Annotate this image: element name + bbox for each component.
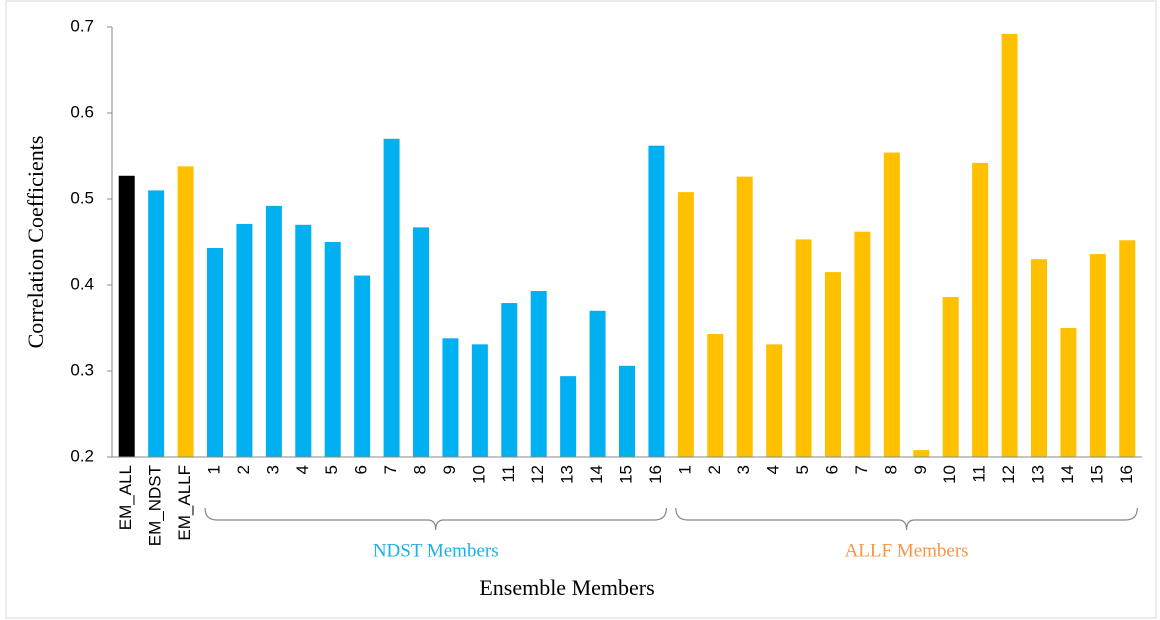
bar	[501, 303, 518, 457]
x-tick-label: 4	[764, 465, 783, 474]
bar	[677, 192, 694, 457]
x-tick-label: 14	[587, 465, 606, 484]
bar	[177, 166, 194, 457]
x-tick-label: 16	[646, 465, 665, 484]
bar	[854, 231, 871, 457]
x-tick-label: 15	[616, 465, 635, 484]
bar	[265, 205, 282, 457]
x-tick-label: 7	[852, 465, 871, 474]
bar	[530, 291, 547, 457]
y-tick-label: 0.5	[70, 188, 94, 207]
group-label: NDST Members	[373, 540, 499, 561]
x-tick-label: 2	[234, 465, 253, 474]
y-tick-label: 0.3	[70, 360, 94, 379]
brace	[675, 507, 1138, 531]
x-axis-title: Ensemble Members	[479, 575, 654, 600]
bar	[1119, 240, 1136, 457]
x-tick-label: EM_ALLF	[175, 465, 194, 541]
x-tick-label: 12	[999, 465, 1018, 484]
bar	[560, 376, 577, 457]
y-tick-label: 0.2	[70, 446, 94, 465]
bar	[648, 145, 665, 457]
bar	[619, 365, 635, 457]
bar	[148, 190, 165, 457]
x-tick-label: 2	[705, 465, 724, 474]
bar	[236, 223, 253, 457]
x-tick-label: EM_ALL	[116, 465, 135, 530]
bar	[442, 338, 459, 457]
bar	[1031, 259, 1047, 457]
bar	[471, 344, 488, 457]
x-tick-label: 10	[469, 465, 488, 484]
bar	[118, 175, 135, 457]
x-tick-label: 3	[263, 465, 282, 474]
x-tick-label: 13	[558, 465, 577, 484]
bar	[766, 344, 783, 457]
frame	[5, 0, 1157, 619]
x-tick-label: 4	[293, 465, 312, 474]
x-tick-label: 9	[440, 465, 459, 474]
bar	[883, 152, 900, 457]
x-tick-label: 8	[410, 465, 429, 474]
x-tick-label: 15	[1087, 465, 1106, 484]
bar	[707, 334, 724, 457]
bar	[736, 176, 753, 457]
y-axis-title: Correlation Coefficients	[23, 136, 48, 349]
x-tick-label: 1	[204, 465, 223, 474]
y-tick-label: 0.6	[70, 102, 94, 121]
bar	[942, 297, 959, 457]
brace	[204, 507, 668, 531]
bar	[295, 224, 312, 457]
x-tick-label: 8	[881, 465, 900, 474]
x-tick-label: 5	[322, 465, 341, 474]
y-tick-label: 0.4	[70, 274, 94, 293]
bar	[1089, 254, 1106, 457]
x-tick-label: 13	[1028, 465, 1047, 484]
x-tick-label: 16	[1117, 465, 1136, 484]
x-tick-label: 3	[734, 465, 753, 474]
group-label: ALLF Members	[845, 540, 969, 561]
x-tick-label: 10	[940, 465, 959, 484]
x-tick-label: 14	[1058, 465, 1077, 484]
bar	[383, 138, 400, 458]
bar	[972, 162, 989, 457]
bar	[1001, 33, 1018, 457]
bar	[413, 227, 429, 457]
bar	[324, 242, 341, 457]
y-tick-label: 0.7	[70, 16, 94, 35]
x-tick-label: 6	[822, 465, 841, 474]
bar	[354, 275, 371, 457]
bar	[913, 450, 930, 457]
x-tick-label: EM_NDST	[146, 465, 165, 546]
bar	[825, 272, 841, 457]
x-tick-label: 12	[528, 465, 547, 484]
bar	[795, 239, 812, 457]
x-tick-label: 11	[970, 465, 989, 483]
bar	[1060, 328, 1077, 457]
x-tick-label: 5	[793, 465, 812, 474]
x-tick-label: 1	[675, 465, 694, 474]
x-tick-label: 7	[381, 465, 400, 474]
bar	[589, 310, 606, 457]
x-tick-label: 11	[499, 465, 518, 483]
x-tick-label: 9	[911, 465, 930, 474]
x-tick-label: 6	[352, 465, 371, 474]
bar	[207, 248, 223, 457]
